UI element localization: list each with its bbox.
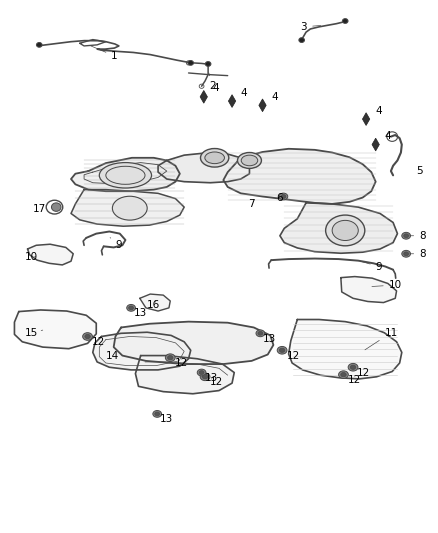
Polygon shape (71, 158, 180, 191)
Polygon shape (259, 99, 266, 112)
Text: 5: 5 (416, 166, 423, 176)
Ellipse shape (299, 38, 304, 43)
Ellipse shape (343, 19, 348, 23)
Ellipse shape (205, 62, 211, 66)
Ellipse shape (188, 61, 194, 65)
Polygon shape (280, 203, 397, 253)
Ellipse shape (277, 346, 287, 354)
Ellipse shape (402, 232, 410, 239)
Polygon shape (71, 190, 184, 226)
Ellipse shape (113, 196, 147, 220)
Ellipse shape (199, 370, 204, 375)
Text: 8: 8 (410, 231, 426, 241)
Text: 2: 2 (209, 73, 216, 91)
Ellipse shape (166, 354, 175, 361)
Ellipse shape (256, 330, 265, 337)
Polygon shape (228, 95, 236, 108)
Ellipse shape (83, 333, 92, 340)
Ellipse shape (258, 332, 263, 335)
Text: 12: 12 (92, 337, 105, 347)
Ellipse shape (129, 306, 134, 310)
Polygon shape (140, 294, 170, 311)
Ellipse shape (339, 371, 348, 378)
Ellipse shape (155, 412, 159, 416)
Ellipse shape (404, 252, 409, 256)
Text: 10: 10 (25, 253, 39, 262)
Text: 17: 17 (32, 204, 52, 214)
Ellipse shape (350, 365, 356, 369)
Ellipse shape (127, 304, 135, 311)
Text: 15: 15 (25, 328, 43, 338)
Polygon shape (158, 152, 250, 183)
Text: 9: 9 (110, 238, 122, 251)
Text: 4: 4 (385, 131, 391, 141)
Text: 10: 10 (372, 280, 402, 290)
Polygon shape (372, 138, 379, 151)
Ellipse shape (201, 149, 229, 167)
Text: 12: 12 (357, 368, 371, 377)
Text: 14: 14 (106, 351, 119, 361)
Ellipse shape (153, 410, 162, 417)
Text: 12: 12 (209, 377, 223, 387)
Ellipse shape (202, 375, 208, 379)
Text: 1: 1 (91, 46, 118, 61)
Ellipse shape (404, 234, 409, 238)
Ellipse shape (36, 43, 42, 47)
Ellipse shape (325, 215, 365, 246)
Polygon shape (93, 332, 191, 370)
Polygon shape (363, 113, 370, 125)
Polygon shape (200, 91, 208, 103)
Ellipse shape (197, 369, 206, 376)
Ellipse shape (402, 251, 410, 257)
Text: 4: 4 (212, 83, 219, 93)
Text: 16: 16 (147, 300, 160, 310)
Polygon shape (114, 321, 273, 364)
Text: 13: 13 (205, 373, 218, 383)
Text: 4: 4 (241, 87, 247, 98)
Text: 11: 11 (365, 328, 398, 350)
Ellipse shape (341, 373, 346, 377)
Ellipse shape (200, 373, 210, 381)
Polygon shape (289, 319, 402, 379)
Ellipse shape (279, 348, 285, 352)
Text: 12: 12 (174, 358, 188, 368)
Text: 13: 13 (134, 308, 147, 318)
Text: 13: 13 (263, 334, 276, 344)
Polygon shape (135, 356, 234, 394)
Ellipse shape (241, 155, 258, 166)
Polygon shape (14, 310, 96, 349)
Text: 7: 7 (248, 199, 255, 209)
Text: 12: 12 (286, 351, 300, 361)
Ellipse shape (205, 152, 224, 164)
Ellipse shape (279, 193, 288, 200)
Ellipse shape (348, 364, 358, 371)
Text: 8: 8 (410, 249, 426, 259)
Ellipse shape (167, 356, 173, 360)
Text: 12: 12 (348, 375, 361, 385)
Polygon shape (28, 244, 73, 265)
Ellipse shape (51, 203, 61, 212)
Polygon shape (223, 149, 376, 204)
Ellipse shape (85, 334, 90, 338)
Ellipse shape (99, 163, 152, 188)
Ellipse shape (281, 195, 286, 198)
Text: 3: 3 (300, 22, 321, 32)
Ellipse shape (332, 220, 358, 240)
Polygon shape (341, 277, 396, 303)
Text: 4: 4 (272, 92, 278, 102)
Text: 13: 13 (160, 414, 173, 424)
Text: 9: 9 (361, 261, 382, 271)
Text: 4: 4 (375, 106, 381, 116)
Text: 6: 6 (277, 192, 283, 203)
Ellipse shape (237, 152, 261, 168)
